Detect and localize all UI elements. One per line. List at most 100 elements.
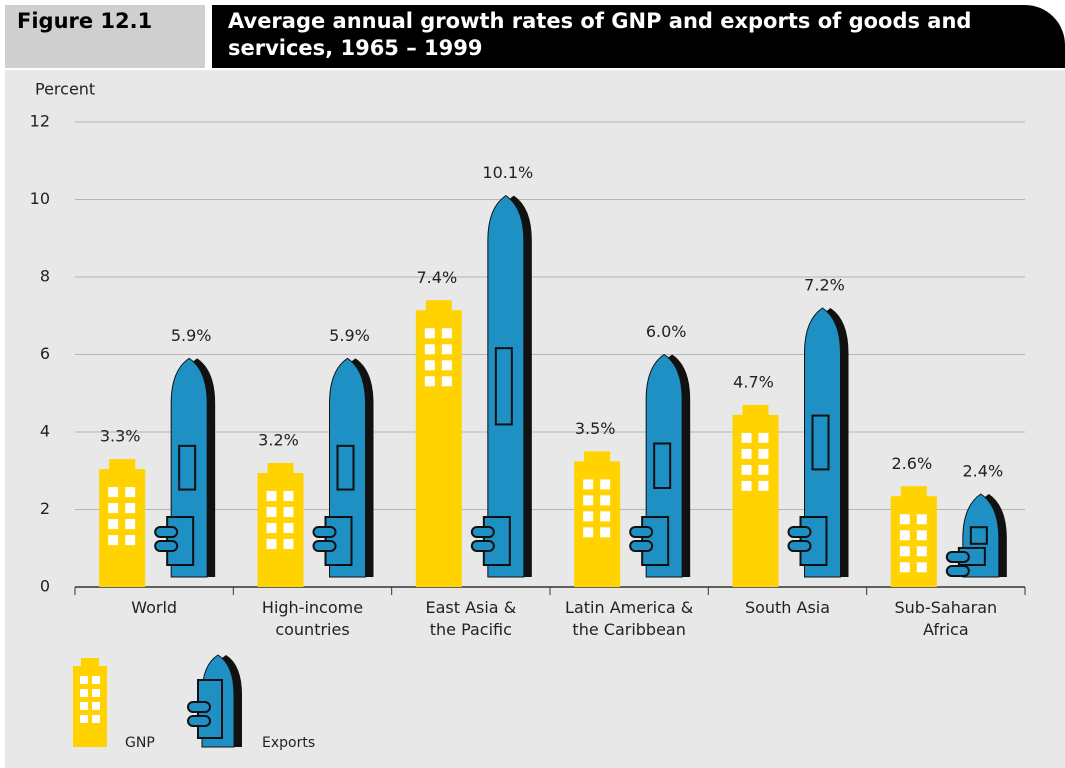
bollard [470, 526, 495, 538]
chart-title: Average annual growth rates of GNP and e… [212, 5, 1065, 68]
gnp-building [732, 404, 779, 587]
window [741, 432, 752, 443]
gnp-building [574, 451, 621, 587]
window [424, 344, 435, 355]
window [899, 514, 910, 525]
window [583, 527, 594, 538]
window [266, 507, 277, 517]
window [125, 503, 136, 514]
value-label: 10.1% [482, 163, 533, 182]
window [741, 464, 752, 475]
y-tick-label: 0 [40, 577, 50, 596]
window [441, 344, 452, 355]
window [92, 702, 100, 710]
window [741, 448, 752, 459]
bollard [312, 540, 337, 552]
bollard [154, 540, 179, 552]
y-tick-label: 4 [40, 422, 50, 441]
value-label: 7.4% [417, 268, 458, 287]
ship-cabin [336, 444, 355, 491]
value-label: 3.3% [100, 427, 141, 446]
value-label: 5.9% [329, 326, 370, 345]
bollard [187, 701, 211, 713]
plot-background [5, 70, 1065, 768]
window [424, 360, 435, 371]
x-tick-label: High-income countries [261, 598, 364, 639]
window [283, 491, 294, 501]
window [80, 689, 88, 697]
ship-cabin [811, 414, 830, 471]
window [80, 702, 88, 710]
ship-cabin [494, 347, 513, 426]
bollard [945, 550, 970, 563]
x-tick-label: Latin America & the Caribbean [565, 598, 694, 639]
gnp-building [257, 463, 304, 587]
window [424, 376, 435, 387]
window [583, 511, 594, 522]
window [899, 562, 910, 573]
window [441, 328, 452, 339]
ship-cabin [178, 444, 197, 491]
window [600, 527, 611, 538]
window [441, 376, 452, 387]
window [283, 507, 294, 517]
bollard [187, 715, 211, 727]
window [283, 539, 294, 549]
y-tick-label: 12 [30, 112, 50, 131]
window [125, 519, 136, 530]
window [600, 495, 611, 506]
bollard [470, 540, 495, 552]
window [125, 535, 136, 546]
window [108, 503, 119, 514]
window [266, 539, 277, 549]
window [441, 360, 452, 371]
bollard [787, 540, 812, 552]
window [92, 676, 100, 684]
window [80, 715, 88, 723]
window [741, 480, 752, 491]
ship-cabin [653, 442, 672, 489]
bollard [629, 526, 654, 538]
gnp-building [99, 459, 146, 587]
window [758, 448, 769, 459]
window [600, 479, 611, 490]
window [916, 546, 927, 557]
figure-label: Figure 12.1 [5, 5, 205, 68]
gnp-building [890, 486, 937, 587]
window [92, 715, 100, 723]
window [266, 491, 277, 501]
window [266, 523, 277, 533]
window [583, 479, 594, 490]
y-tick-label: 2 [40, 499, 50, 518]
gnp-building [415, 300, 462, 587]
bollard [787, 526, 812, 538]
bollard [945, 564, 970, 577]
value-label: 7.2% [804, 276, 845, 295]
window [600, 511, 611, 522]
x-tick-label: Sub-Saharan Africa [894, 598, 998, 639]
value-label: 3.2% [258, 431, 299, 450]
value-label: 6.0% [646, 322, 687, 341]
y-tick-label: 10 [30, 189, 50, 208]
window [899, 530, 910, 541]
x-tick-label: East Asia & the Pacific [425, 598, 517, 639]
window [108, 487, 119, 498]
value-label: 2.4% [963, 462, 1004, 481]
y-axis-label: Percent [35, 80, 95, 99]
y-tick-label: 8 [40, 267, 50, 286]
window [92, 689, 100, 697]
window [758, 480, 769, 491]
y-tick-label: 6 [40, 344, 50, 363]
window [125, 487, 136, 498]
legend-label: GNP [125, 735, 155, 751]
window [916, 514, 927, 525]
x-tick-label: World [131, 598, 178, 617]
window [283, 523, 294, 533]
window [583, 495, 594, 506]
window [80, 676, 88, 684]
ship-hold [166, 516, 195, 566]
chart: Percent 0 2 4 6 8 10 12 3.3% 5.9% 3.2% 5.9% 7.4% 10.… [5, 70, 1065, 768]
bollard [629, 540, 654, 552]
value-label: 5.9% [171, 326, 212, 345]
